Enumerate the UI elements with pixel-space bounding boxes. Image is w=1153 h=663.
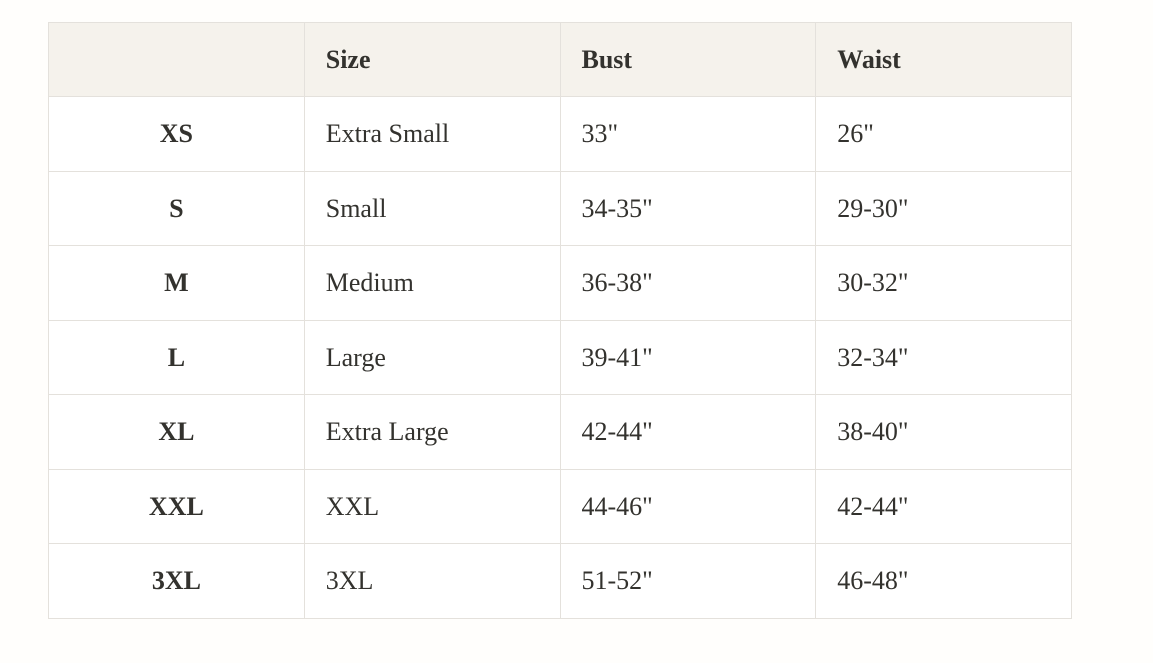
size-name-cell: Medium	[303, 245, 561, 321]
size-code-cell: S	[48, 170, 305, 246]
size-code-cell: 3XL	[48, 543, 305, 619]
header-row: Size Bust Waist	[48, 22, 1072, 97]
size-name-cell: 3XL	[303, 543, 561, 619]
bust-cell: 39-41"	[559, 319, 817, 395]
size-chart-container: Size Bust Waist XS Extra Small 33" 26" S…	[48, 22, 1153, 619]
size-name-cell: Extra Small	[303, 96, 561, 172]
waist-cell: 42-44"	[815, 468, 1072, 544]
table-row-xl: XL Extra Large 42-44" 38-40"	[48, 394, 1072, 470]
bust-cell: 33"	[559, 96, 817, 172]
table-row-xxl: XXL XXL 44-46" 42-44"	[48, 468, 1072, 544]
size-code-cell: XL	[48, 394, 305, 470]
bust-cell: 34-35"	[559, 170, 817, 246]
bust-cell: 44-46"	[559, 468, 817, 544]
waist-cell: 46-48"	[815, 543, 1072, 619]
waist-cell: 32-34"	[815, 319, 1072, 395]
bust-cell: 42-44"	[559, 394, 817, 470]
size-chart-table: Size Bust Waist XS Extra Small 33" 26" S…	[48, 22, 1072, 619]
header-cell-blank	[48, 22, 305, 97]
size-name-cell: Small	[303, 170, 561, 246]
table-row-3xl: 3XL 3XL 51-52" 46-48"	[48, 543, 1072, 619]
table-row-l: L Large 39-41" 32-34"	[48, 319, 1072, 395]
table-header: Size Bust Waist	[48, 22, 1072, 97]
size-name-cell: Large	[303, 319, 561, 395]
size-code-cell: M	[48, 245, 305, 321]
bust-cell: 51-52"	[559, 543, 817, 619]
size-code-cell: XS	[48, 96, 305, 172]
waist-cell: 38-40"	[815, 394, 1072, 470]
waist-cell: 30-32"	[815, 245, 1072, 321]
table-row-xs: XS Extra Small 33" 26"	[48, 96, 1072, 172]
size-name-cell: XXL	[303, 468, 561, 544]
waist-cell: 26"	[815, 96, 1072, 172]
size-code-cell: XXL	[48, 468, 305, 544]
bust-cell: 36-38"	[559, 245, 817, 321]
header-cell-waist: Waist	[815, 22, 1072, 97]
table-row-m: M Medium 36-38" 30-32"	[48, 245, 1072, 321]
table-row-s: S Small 34-35" 29-30"	[48, 170, 1072, 246]
size-name-cell: Extra Large	[303, 394, 561, 470]
size-code-cell: L	[48, 319, 305, 395]
table-body: XS Extra Small 33" 26" S Small 34-35" 29…	[48, 96, 1072, 619]
waist-cell: 29-30"	[815, 170, 1072, 246]
header-cell-bust: Bust	[559, 22, 817, 97]
header-cell-size: Size	[303, 22, 561, 97]
